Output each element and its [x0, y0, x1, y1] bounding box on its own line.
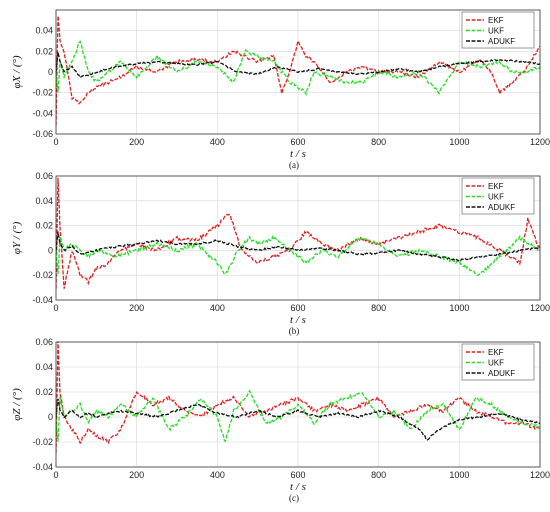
y-tick-label: -0.04: [32, 108, 53, 118]
legend-label-ekf: EKF: [488, 16, 504, 25]
y-tick-label: -0.02: [32, 437, 53, 447]
y-tick-label: 0.04: [35, 362, 53, 372]
y-tick-label: -0.04: [32, 462, 53, 472]
x-axis-label: t / s: [290, 314, 306, 326]
x-tick-label: 800: [371, 137, 386, 147]
x-tick-label: 1000: [449, 470, 469, 480]
legend-label-adukf: ADUKF: [488, 203, 515, 212]
y-tick-label: -0.02: [32, 88, 53, 98]
y-tick-label: 0: [48, 245, 53, 255]
y-tick-label: 0.06: [35, 171, 53, 181]
x-tick-label: 600: [290, 137, 305, 147]
legend-label-adukf: ADUKF: [488, 369, 515, 378]
plot-frame: [55, 9, 541, 135]
x-tick-label: 200: [129, 303, 144, 313]
x-tick-label: 1200: [530, 137, 550, 147]
x-tick-label: 200: [129, 137, 144, 147]
x-axis-label: t / s: [290, 148, 306, 160]
x-tick-label: 1200: [530, 470, 550, 480]
series-line-ekf: [56, 177, 540, 289]
x-tick-label: 800: [371, 470, 386, 480]
y-axis-label: φY / (°): [11, 221, 23, 254]
x-tick-label: 600: [290, 303, 305, 313]
y-tick-label: 0.06: [35, 337, 53, 347]
y-tick-label: 0.02: [35, 387, 53, 397]
series-line-ukf: [56, 40, 540, 96]
y-tick-label: 0: [48, 67, 53, 77]
x-tick-label: 1200: [530, 303, 550, 313]
series-line-ekf: [56, 15, 540, 126]
subplot-b: 0 200 400 600 800 1000 1200 -0.04 -0.02 0 0.02 0.04…: [11, 171, 550, 336]
plot-frame: [55, 175, 541, 301]
x-tick-label: 0: [53, 137, 58, 147]
series-line-ukf: [56, 234, 540, 277]
series-line-adukf: [56, 398, 540, 441]
y-tick-label: 0.02: [35, 46, 53, 56]
legend-label-ekf: EKF: [488, 348, 504, 357]
subfigure-label: (c): [289, 493, 299, 503]
x-tick-label: 1000: [449, 137, 469, 147]
y-tick-label: 0: [48, 412, 53, 422]
x-tick-label: 400: [210, 137, 225, 147]
x-tick-label: 0: [53, 303, 58, 313]
y-axis-label: φX / (°): [11, 55, 23, 88]
series-group: [56, 177, 540, 289]
y-tick-label: -0.06: [32, 129, 53, 139]
y-axis-label: φZ / (°): [11, 388, 23, 421]
series-group: [56, 342, 540, 453]
series-group: [56, 15, 540, 126]
subfigure-label: (a): [289, 160, 299, 170]
legend-label-ukf: UKF: [488, 359, 504, 368]
x-tick-label: 800: [371, 303, 386, 313]
legend-label-ekf: EKF: [488, 182, 504, 191]
legend-label-adukf: ADUKF: [488, 37, 515, 46]
y-tick-label: -0.02: [32, 270, 53, 280]
x-tick-label: 400: [210, 303, 225, 313]
subplot-c: 0 200 400 600 800 1000 1200 -0.04 -0.02 0 0.02 0.04…: [11, 337, 550, 503]
y-tick-label: 0.04: [35, 196, 53, 206]
y-tick-label: 0.02: [35, 221, 53, 231]
x-tick-label: 400: [210, 470, 225, 480]
y-tick-label: -0.04: [32, 295, 53, 305]
plot-frame: [55, 341, 541, 468]
x-tick-label: 200: [129, 470, 144, 480]
x-tick-label: 1000: [449, 303, 469, 313]
x-axis-label: t / s: [290, 481, 306, 493]
series-line-adukf: [56, 51, 540, 79]
x-tick-label: 600: [290, 470, 305, 480]
x-tick-label: 0: [53, 470, 58, 480]
series-line-adukf: [56, 231, 540, 262]
y-tick-label: 0.04: [35, 26, 53, 36]
subplot-a: 0 200 400 600 800 1000 1200 -0.06 -0.04 -0.02 0 0.0…: [11, 9, 550, 170]
legend-label-ukf: UKF: [488, 27, 504, 36]
series-line-ukf: [56, 389, 540, 443]
legend-label-ukf: UKF: [488, 193, 504, 202]
subfigure-label: (b): [289, 326, 300, 336]
